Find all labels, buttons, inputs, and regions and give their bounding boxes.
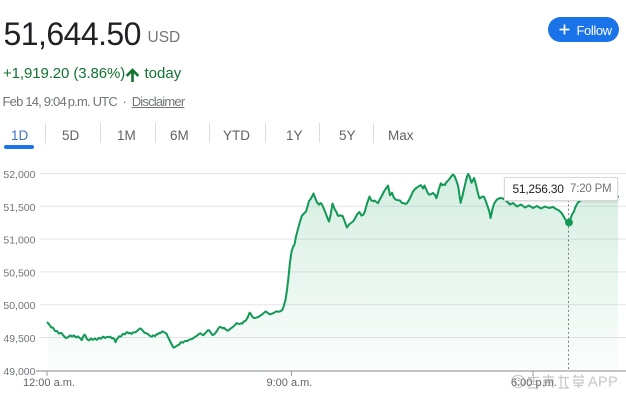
svg-text:50,500: 50,500: [3, 267, 35, 279]
svg-text:51,500: 51,500: [3, 202, 35, 214]
svg-text:12:00 a.m.: 12:00 a.m.: [23, 377, 75, 389]
svg-text:49,500: 49,500: [3, 333, 35, 345]
svg-text:9:00 a.m.: 9:00 a.m.: [267, 377, 313, 389]
svg-text:51,000: 51,000: [3, 235, 35, 247]
svg-text:52,000: 52,000: [3, 169, 35, 181]
svg-text:49,000: 49,000: [3, 366, 35, 378]
svg-text:50,000: 50,000: [3, 300, 35, 312]
svg-text:APP: APP: [588, 375, 618, 391]
